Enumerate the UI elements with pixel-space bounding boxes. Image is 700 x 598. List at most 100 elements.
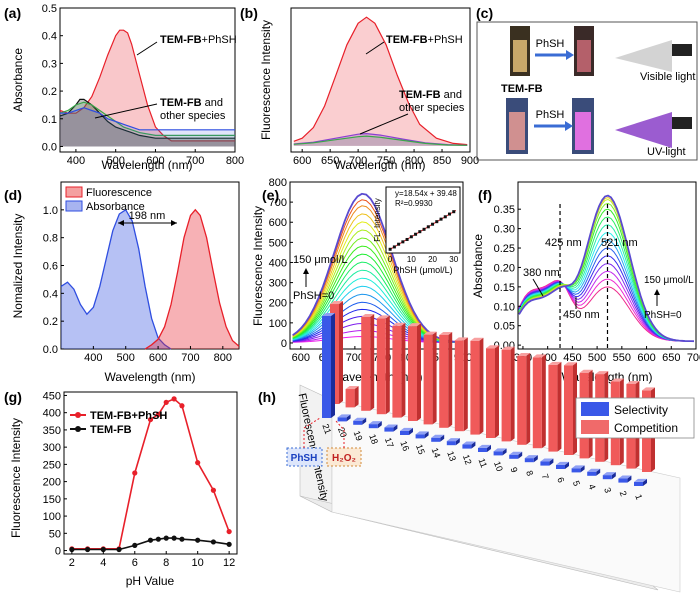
- panel-a-series-2: [59, 101, 235, 136]
- panel-e-label: (e): [262, 187, 279, 203]
- h-sel-side-13: [455, 438, 460, 446]
- legend-g-1: TEM-FB+PhSH: [90, 410, 167, 422]
- panel-d-ytick-label-2: 0.4: [43, 288, 58, 300]
- panel-g-point-1-7: [163, 535, 169, 541]
- h-comp-bar-19: [361, 316, 371, 411]
- h-cat-label-17: 17: [383, 436, 396, 449]
- panel-b-ylabel: Fluorescence Intensity: [259, 20, 273, 140]
- panel-f-ylabel: Absorbance: [471, 234, 485, 298]
- panel-e-conc-arrow-head: [303, 268, 309, 274]
- panel-g-xtick-label-3: 8: [163, 557, 169, 569]
- panel-g-xtick-label-0: 2: [69, 557, 75, 569]
- panel-g-point-1-6: [155, 536, 161, 542]
- h-comp-side-13: [463, 337, 468, 432]
- h-comp-top-9: [517, 353, 531, 357]
- panel-c-arrow1-label: PhSH: [536, 38, 565, 50]
- inset-ylabel: FL. Intensity: [373, 198, 382, 242]
- panel-f-frame: [517, 181, 697, 350]
- legend-fluorescence-swatch: [65, 186, 83, 198]
- panel-g-point-1-0: [69, 546, 75, 553]
- panel-d-xtick-label-0: 400: [84, 352, 102, 364]
- legend-selectivity: Selectivity: [614, 403, 668, 417]
- panel-g-point-0-5: [147, 416, 154, 423]
- panel-b-frame: [290, 7, 471, 153]
- panel-a-xlabel: Wavelength (nm): [102, 158, 193, 172]
- panel-a-annotation-1: TEM-FB+PhSH: [160, 34, 237, 46]
- h-comp-bar-18: [376, 318, 386, 415]
- panel-a-ytick-label-4: 0.4: [42, 31, 57, 43]
- h-comp-bar-20: [345, 389, 355, 408]
- h-comp-top-5: [579, 369, 593, 373]
- panel-b-plot: [293, 16, 468, 146]
- panel-a-label: (a): [4, 5, 21, 21]
- h-sel-top-14: [431, 434, 445, 438]
- panel-b-annotation-1: TEM-FB+PhSH: [386, 34, 463, 46]
- panel-g-frame: [63, 391, 238, 555]
- h-comp-side-14: [448, 331, 453, 428]
- panel-g-xtick-label-4: 10: [192, 557, 204, 569]
- panel-g-xlabel: pH Value: [126, 574, 175, 588]
- h-comp-bar-13: [454, 340, 464, 432]
- panel-a-series-3: [60, 107, 235, 131]
- h-sel-bar-1: [634, 481, 643, 486]
- h-comp-top-18: [376, 315, 390, 319]
- panel-a-annotation-2b: other species: [160, 110, 226, 122]
- inset-point-11: [435, 220, 439, 224]
- h-comp-top-2: [626, 380, 640, 384]
- panel-d-xtick-label-1: 500: [117, 352, 135, 364]
- h-sel-bar-4: [587, 471, 597, 476]
- panel-g-point-1-3: [116, 546, 122, 553]
- visible-lamp-icon: [672, 44, 692, 56]
- panel-h-tag-h2o2-text: H₂O₂: [332, 453, 356, 464]
- h-sel-top-2: [618, 475, 632, 479]
- panel-a-ytick-label-3: 0.3: [42, 58, 57, 70]
- h-cat-label-16: 16: [398, 440, 411, 453]
- inset-point-9: [426, 225, 430, 229]
- h-sel-side-5: [580, 465, 585, 473]
- panel-g-ytick-label-0: 0: [55, 546, 61, 558]
- panel-g-point-0-10: [195, 460, 201, 466]
- h-sel-side-2: [627, 475, 632, 483]
- panel-g-ytick-label-5: 250: [43, 459, 61, 471]
- h-sel-side-12: [471, 441, 476, 449]
- panel-g-ytick-label-8: 400: [43, 408, 61, 420]
- h-comp-bar-11: [486, 348, 495, 438]
- panel-h-label: (h): [258, 389, 276, 405]
- inset-point-1: [392, 245, 396, 249]
- panel-f-ann-450: 450 nm: [563, 309, 600, 321]
- h-comp-bar-6: [564, 365, 573, 455]
- h-sel-top-3: [602, 472, 616, 476]
- panel-g-point-1-12: [226, 541, 232, 547]
- panel-g-point-0-12: [226, 528, 232, 535]
- panel-a-frame: [59, 7, 236, 153]
- panel-b-xtick-label-0: 600: [293, 155, 311, 167]
- panel-g-ytick-label-3: 150: [43, 494, 61, 506]
- panel-d-area-1: [145, 209, 239, 349]
- h-sel-bar-7: [540, 461, 550, 466]
- panel-d-xtick-label-3: 700: [181, 352, 199, 364]
- panel-d-yticks: 0.0 0.2 0.4 0.6 0.8 1.0: [43, 205, 64, 356]
- panel-a-ylabel: Absorbance: [11, 48, 25, 112]
- panel-f-series-14: [518, 194, 695, 343]
- legend-g-2: TEM-FB: [90, 424, 132, 436]
- panel-g-xtick-label-5: 12: [223, 557, 235, 569]
- inset-point-8: [422, 227, 426, 231]
- h-comp-side-7: [557, 361, 562, 452]
- panel-f-ytick-label-4: 0.20: [494, 262, 515, 274]
- panel-f-xtick-label-7: 700: [687, 352, 700, 364]
- inset-plot: [388, 209, 457, 251]
- h-cat-label-6: 6: [555, 476, 566, 484]
- panel-e-yticks: 0 100 200 300 400 500 600 700 800: [269, 177, 293, 350]
- panel-f-ytick-label-7: 0.35: [494, 204, 515, 216]
- panel-h-tag-leader-1: [303, 417, 321, 448]
- panel-a-plot: [59, 29, 235, 147]
- inset-r2: R²=0.9930: [395, 199, 433, 208]
- panel-g-point-1-1: [84, 546, 91, 553]
- h-comp-top-3: [610, 378, 624, 382]
- inset-point-13: [443, 215, 447, 219]
- h-cat-label-11: 11: [477, 457, 490, 469]
- inset-point-12: [439, 217, 443, 221]
- h-cat-label-2: 2: [618, 490, 629, 498]
- panel-d-series-0: [60, 208, 172, 350]
